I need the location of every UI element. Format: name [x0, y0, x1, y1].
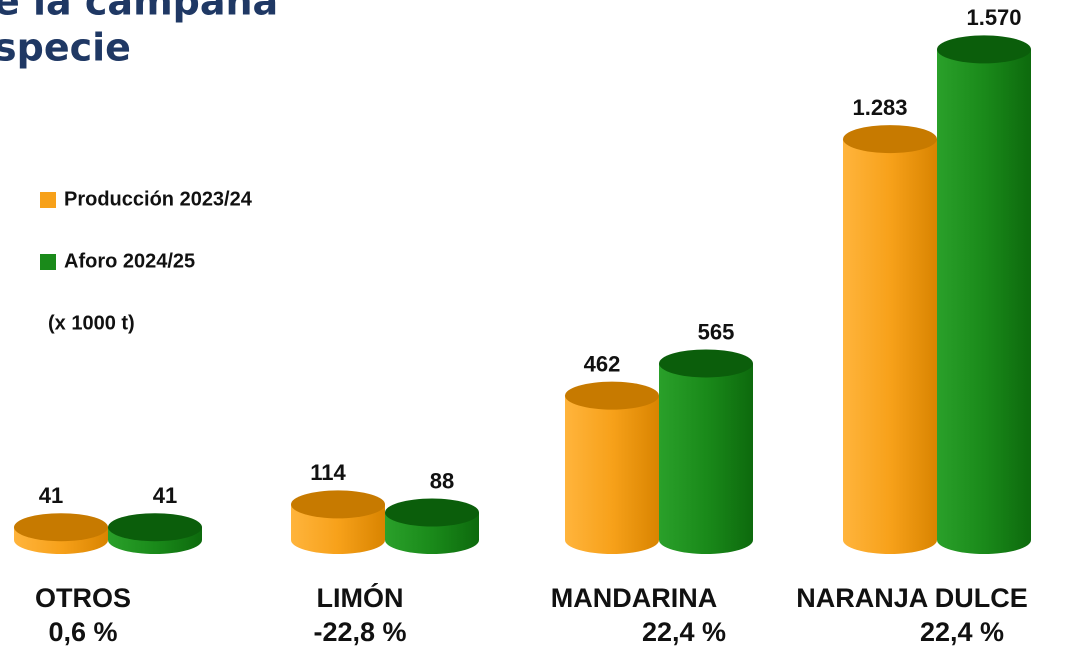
data-label: 114	[310, 460, 346, 485]
category-note: 0,6 %	[48, 617, 117, 647]
bar	[565, 381, 659, 554]
bar	[937, 35, 1031, 554]
bar	[14, 513, 108, 554]
bar	[843, 125, 937, 554]
legend-label: Producción 2023/24	[64, 188, 253, 210]
bar-body	[659, 363, 753, 554]
category-note: 22,4 %	[920, 617, 1004, 647]
bar	[291, 490, 385, 554]
bar	[385, 498, 479, 554]
bar-top	[565, 381, 659, 410]
chart-title: e la campaña	[0, 0, 278, 24]
bar-top	[659, 349, 753, 378]
x-tick-label: NARANJA DULCE	[796, 583, 1028, 613]
bar	[659, 349, 753, 554]
x-tick-label: MANDARINA	[551, 583, 717, 613]
category-note: 22,4 %	[642, 617, 726, 647]
legend-label: Aforo 2024/25	[64, 250, 195, 272]
chart-title: specie	[0, 26, 131, 70]
legend-swatch	[40, 254, 56, 270]
bar-top	[108, 513, 202, 542]
bar-body	[565, 395, 659, 554]
bar-top	[14, 513, 108, 542]
legend-swatch	[40, 192, 56, 208]
unit-note: (x 1000 t)	[48, 312, 135, 334]
data-label: 88	[430, 468, 454, 493]
bar-top	[291, 490, 385, 519]
data-label: 1.570	[966, 5, 1021, 30]
data-label: 41	[39, 483, 63, 508]
x-tick-label: LIMÓN	[317, 582, 404, 613]
bar-top	[937, 35, 1031, 64]
data-label: 41	[153, 483, 177, 508]
bar-body	[291, 504, 385, 554]
bar-top	[843, 125, 937, 154]
data-label: 565	[698, 319, 735, 344]
bar-body	[937, 49, 1031, 554]
bar-top	[385, 498, 479, 527]
bar	[108, 513, 202, 554]
bar-body	[843, 139, 937, 554]
x-tick-label: OTROS	[35, 583, 131, 613]
data-label: 1.283	[852, 95, 907, 120]
category-note: -22,8 %	[313, 617, 406, 647]
data-label: 462	[584, 351, 621, 376]
